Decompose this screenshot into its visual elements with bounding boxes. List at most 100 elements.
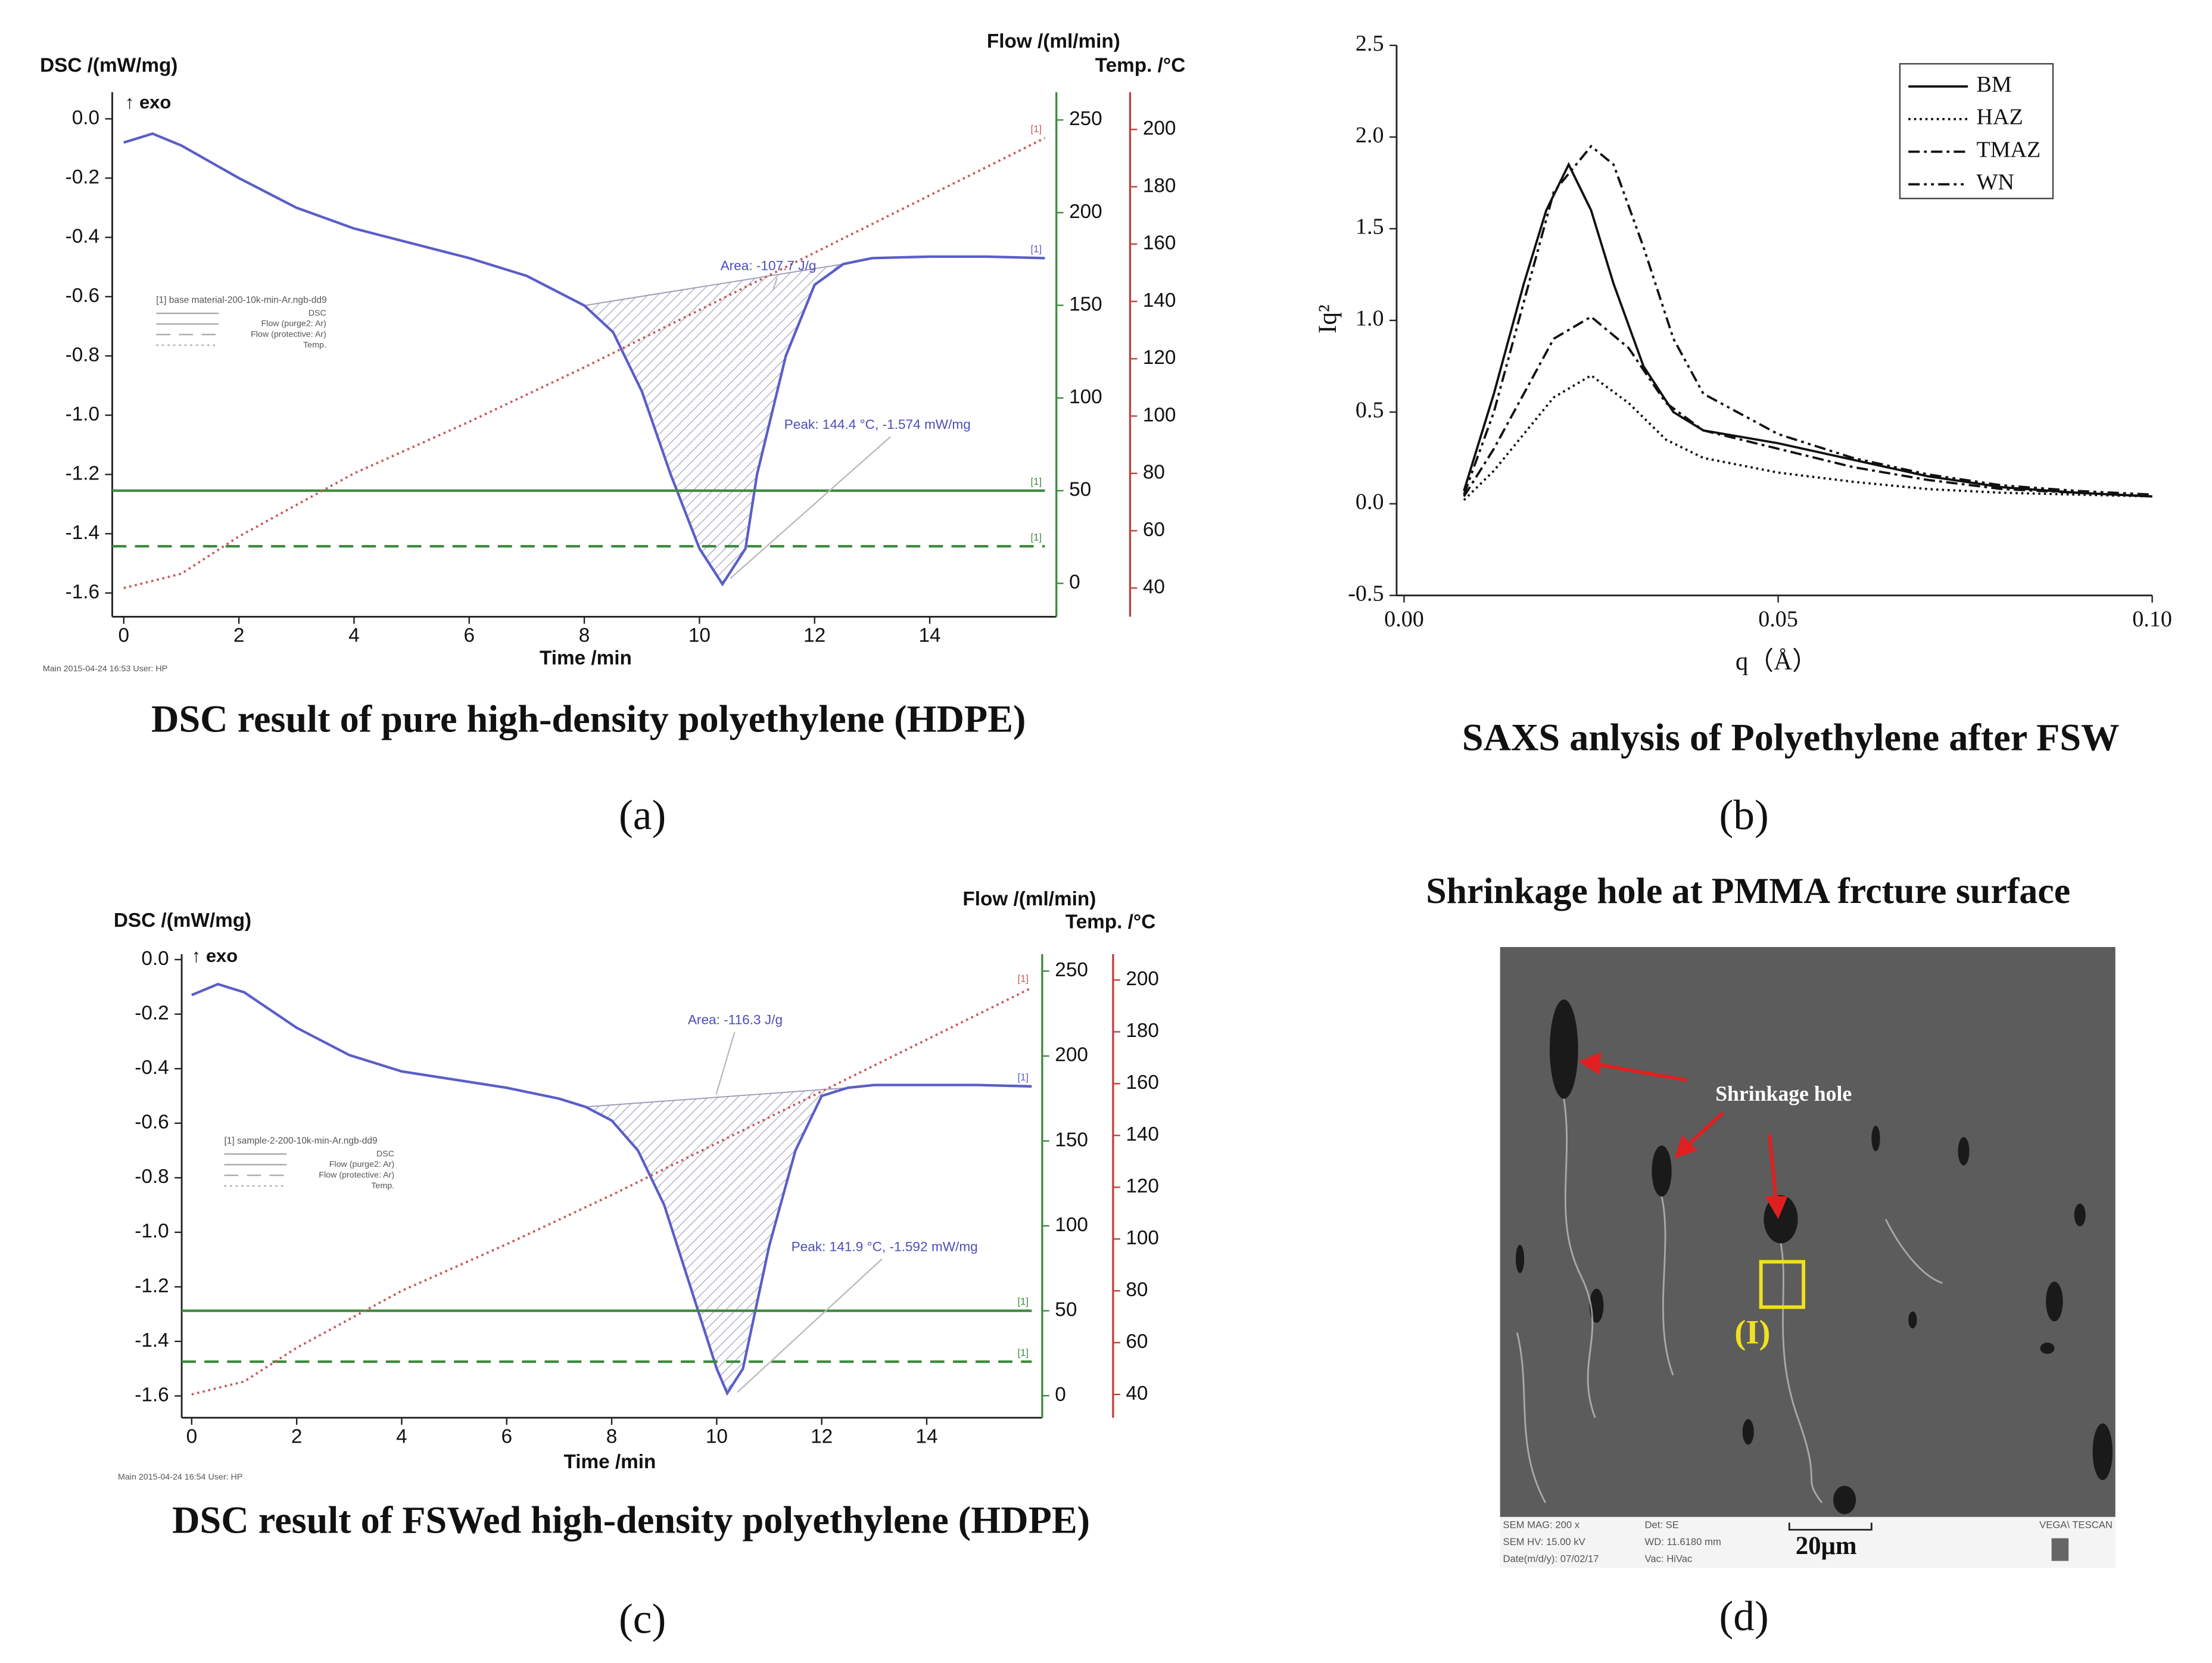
y2-tick-label: 0 (1055, 1384, 1066, 1406)
y-tick-label: -1.6 (66, 581, 99, 603)
scale-label: 20μm (1796, 1532, 1857, 1560)
legend-label: HAZ (1976, 105, 2023, 130)
peak-label: Peak: 144.4 °C, -1.574 mW/mg (784, 417, 971, 432)
exo-label: ↑ exo (125, 92, 171, 113)
logo (2051, 1538, 2069, 1561)
series-line (1463, 315, 2152, 498)
y-tick-label: -0.6 (135, 1111, 169, 1133)
x-axis-label: Time /min (540, 647, 632, 669)
y-axis-label: DSC /(mW/mg) (40, 55, 177, 77)
sem-info: SEM HV: 15.00 kV (1503, 1536, 1585, 1547)
y3-tick-label: 180 (1126, 1020, 1159, 1042)
leader (772, 278, 778, 291)
series-marker-label: [1] (1031, 123, 1042, 135)
area-label: Area: -116.3 J/g (688, 1013, 783, 1027)
y-axis-label: Iq² (1314, 304, 1342, 334)
y-tick-label: -0.4 (66, 225, 99, 247)
y-tick-label: 2.0 (1356, 123, 1384, 148)
y-tick-label: -1.0 (66, 403, 99, 425)
series-line (123, 132, 1045, 587)
y-tick-label: 0.0 (1356, 490, 1384, 515)
y2-tick-label: 50 (1055, 1298, 1077, 1321)
y-tick-label: 0.5 (1356, 398, 1384, 423)
series-line (1463, 144, 2152, 496)
y3-axis-label: Temp. /°C (1095, 55, 1186, 77)
x-tick-label: 6 (501, 1425, 512, 1447)
x-tick-label: 0.05 (1758, 606, 1798, 631)
y3-tick-label: 180 (1143, 175, 1176, 197)
region-box (1759, 1260, 1806, 1309)
y-tick-label: -1.2 (135, 1275, 169, 1297)
legend-label: TMAZ (1976, 137, 2040, 162)
arrows (1578, 1052, 1788, 1219)
series-marker-label: [1] (1017, 973, 1029, 985)
sem-info: Det: SE (1644, 1519, 1678, 1531)
legend-label: Flow (purge2: Ar) (329, 1160, 394, 1169)
x-tick-label: 2 (233, 625, 245, 647)
legend-label: Flow (protective: Ar) (251, 329, 326, 339)
leader (737, 1258, 883, 1393)
y2-tick-label: 50 (1069, 479, 1091, 501)
series-marker-label: [1] (1017, 1347, 1029, 1358)
x-axis-label: q（Å） (1736, 647, 1818, 675)
series-line (1463, 374, 2152, 501)
y3-tick-label: 160 (1126, 1072, 1159, 1094)
panel-label: (b) (1719, 792, 1768, 839)
legend-label: BM (1976, 72, 2011, 97)
x-tick-label: 8 (579, 625, 590, 647)
legend-label: WN (1976, 170, 2014, 195)
y2-axis-label: Flow /(ml/min) (987, 30, 1120, 52)
sem-info: WD: 11.6180 mm (1644, 1536, 1721, 1547)
y2-tick-label: 200 (1055, 1044, 1088, 1066)
chart-title: DSC result of FSWed high-density polyeth… (172, 1499, 1090, 1541)
sem-info: Date(m/d/y): 07/02/17 (1503, 1553, 1599, 1565)
y3-tick-label: 140 (1126, 1123, 1159, 1145)
x-tick-label: 4 (396, 1425, 407, 1447)
y3-tick-label: 120 (1126, 1175, 1159, 1197)
y3-tick-label: 60 (1126, 1331, 1148, 1353)
exo-label: ↑ exo (192, 945, 238, 966)
y3-axis-label: Temp. /°C (1066, 911, 1156, 933)
x-tick-label: 10 (706, 1425, 728, 1447)
y2-tick-label: 100 (1069, 386, 1102, 408)
y-tick-label: -0.8 (66, 344, 99, 366)
y3-tick-label: 40 (1126, 1382, 1148, 1404)
y3-tick-label: 80 (1143, 462, 1165, 484)
area-label: Area: -107.7 J/g (721, 258, 817, 273)
y3-tick-label: 100 (1126, 1227, 1159, 1249)
y2-tick-label: 0 (1069, 571, 1080, 593)
chart-title: SAXS anlysis of Polyethylene after FSW (1462, 717, 2120, 759)
y-tick-label: -0.8 (135, 1166, 169, 1188)
x-tick-label: 0 (186, 1425, 198, 1447)
y3-tick-label: 200 (1126, 968, 1159, 990)
series-marker-label: [1] (1031, 531, 1042, 543)
y3-tick-label: 80 (1126, 1279, 1148, 1301)
x-axis-label: Time /min (563, 1451, 656, 1473)
y2-tick-label: 200 (1069, 201, 1102, 223)
y-tick-label: -1.2 (66, 462, 99, 484)
series-line (191, 982, 1032, 1396)
legend-label: Temp. (303, 340, 326, 350)
panel-label: (a) (619, 792, 666, 839)
sem-title: Shrinkage hole at PMMA frcture surface (1426, 871, 2070, 911)
y-tick-label: -1.4 (66, 522, 99, 544)
x-tick-label: 14 (919, 625, 941, 647)
legend-label: DSC (309, 309, 326, 318)
panel-label: (c) (619, 1596, 666, 1643)
series-line (1463, 161, 2152, 498)
y2-tick-label: 150 (1055, 1129, 1088, 1151)
x-tick-label: 0 (119, 625, 130, 647)
sem-info: SEM MAG: 200 x (1503, 1519, 1579, 1531)
y3-tick-label: 60 (1143, 519, 1165, 541)
y3-tick-label: 40 (1143, 576, 1165, 598)
chart-title: DSC result of pure high-density polyethy… (151, 698, 1026, 740)
peak-label: Peak: 141.9 °C, -1.592 mW/mg (792, 1240, 978, 1254)
arrow-label: Shrinkage hole (1715, 1082, 1852, 1105)
sem-info: Vac: HiVac (1644, 1553, 1692, 1565)
info-bar (1500, 1516, 2116, 1568)
series-line (123, 137, 1046, 590)
x-tick-label: 12 (803, 625, 825, 647)
series-marker-label: [1] (1031, 243, 1042, 254)
y2-axis-label: Flow /(ml/min) (962, 888, 1096, 910)
